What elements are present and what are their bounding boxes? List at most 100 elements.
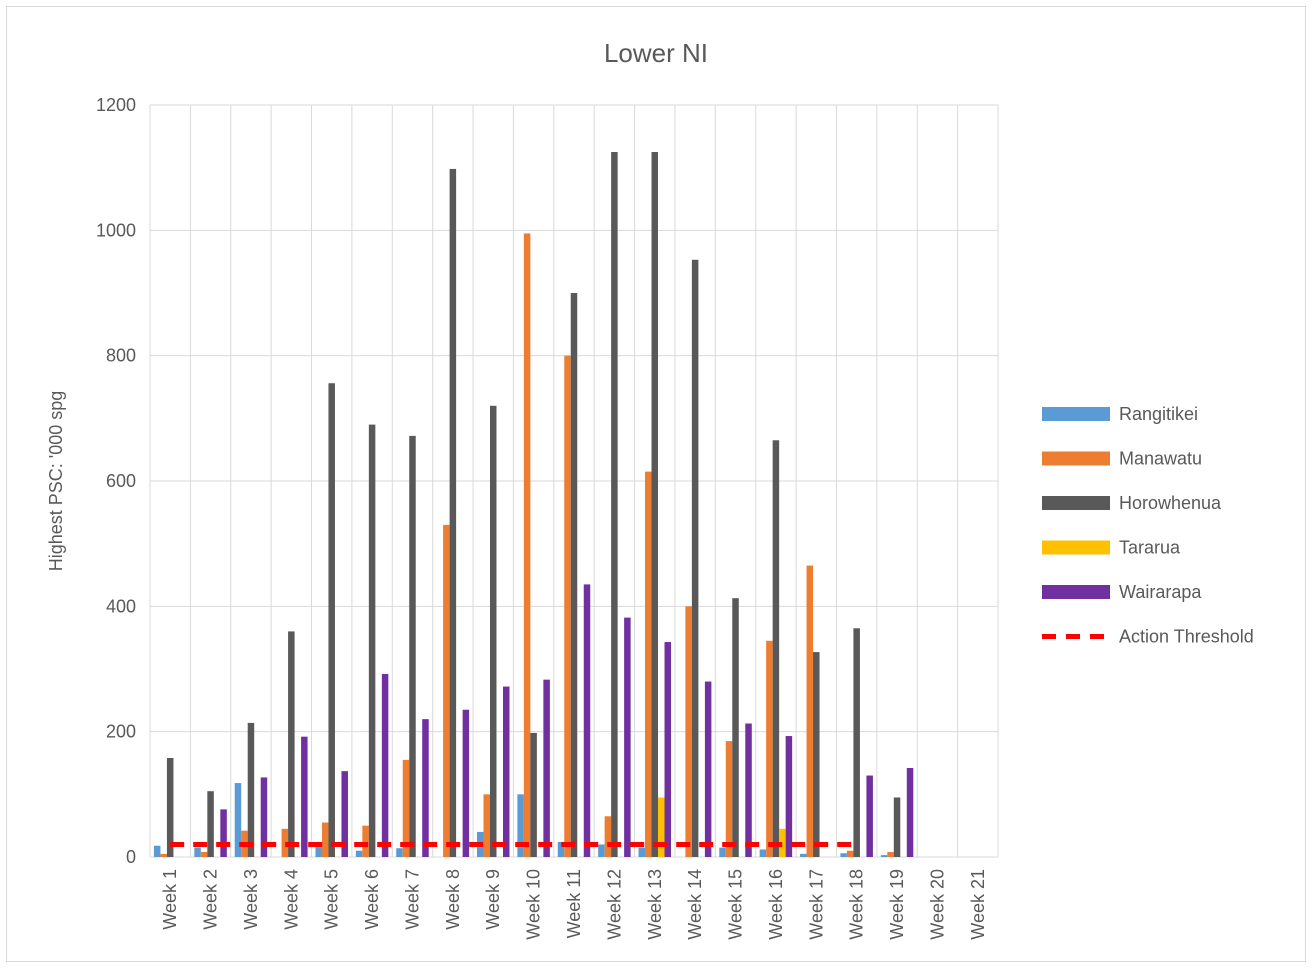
legend-label: Rangitikei (1119, 404, 1198, 424)
bar (402, 759, 410, 857)
bar (543, 679, 550, 857)
bar (288, 631, 295, 857)
bar (664, 642, 672, 857)
y-axis-label: Highest PSC: '000 spg (46, 391, 66, 572)
bar (583, 584, 591, 857)
bar (806, 565, 814, 857)
bar (887, 851, 894, 857)
bar (315, 845, 322, 857)
bar (745, 723, 752, 857)
x-tick-label: Week 3 (241, 869, 261, 930)
bar (260, 777, 268, 857)
y-tick-label: 200 (106, 722, 136, 742)
bar (530, 732, 537, 857)
bar (281, 828, 289, 857)
bar (880, 855, 888, 857)
x-tick-label: Week 9 (483, 869, 503, 930)
x-tick-label: Week 8 (443, 869, 463, 930)
bar (785, 736, 793, 857)
x-tick-label: Week 4 (281, 869, 301, 930)
x-tick-label: Week 14 (685, 869, 705, 940)
bar (604, 816, 612, 857)
bar (247, 722, 255, 857)
x-tick-label: Week 12 (604, 869, 624, 940)
bar (341, 771, 348, 857)
bar (153, 845, 161, 857)
bar (732, 598, 739, 857)
x-tick-label: Week 7 (402, 869, 422, 930)
bar (651, 152, 659, 857)
bar (328, 383, 335, 857)
bar (779, 828, 786, 857)
legend-label: Tararua (1119, 538, 1181, 558)
bar (846, 850, 854, 857)
bar (624, 617, 631, 857)
bar (611, 152, 618, 857)
bar (564, 355, 571, 857)
bar (800, 853, 807, 857)
bar (517, 794, 524, 857)
bar (645, 471, 652, 857)
x-tick-label: Week 18 (847, 869, 867, 940)
y-tick-label: 600 (106, 471, 136, 491)
bar (840, 853, 847, 857)
bar (704, 681, 712, 857)
x-tick-label: Week 13 (645, 869, 665, 940)
bar (362, 825, 369, 857)
bar (853, 628, 860, 857)
legend-label: Horowhenua (1119, 493, 1222, 513)
bar (200, 851, 208, 857)
bar (557, 841, 565, 857)
bar (658, 797, 665, 857)
bar (422, 719, 429, 857)
legend-swatch (1042, 407, 1110, 421)
x-tick-label: Week 20 (927, 869, 947, 940)
bar (759, 849, 767, 857)
y-tick-label: 1000 (96, 220, 136, 240)
legend-label: Action Threshold (1119, 627, 1254, 647)
bar (638, 847, 646, 857)
x-tick-label: Week 21 (968, 869, 988, 940)
bar (355, 850, 363, 857)
bar (301, 736, 308, 857)
bar (725, 741, 733, 857)
bar (220, 809, 227, 857)
chart-title: Lower NI (604, 38, 708, 68)
bar (598, 844, 605, 857)
legend-swatch (1042, 496, 1110, 510)
bar (906, 768, 914, 857)
bar (443, 524, 450, 857)
legend-swatch (1042, 585, 1110, 599)
x-tick-label: Week 10 (524, 869, 544, 940)
legend: Rangitikei Manawatu Horowhenua Tararua Waira… (1042, 404, 1254, 647)
y-tick-label: 400 (106, 596, 136, 616)
x-tick-label: Week 6 (362, 869, 382, 930)
bar (368, 424, 376, 857)
bar (489, 405, 497, 857)
bar (813, 652, 820, 857)
bar (766, 640, 773, 857)
bar (409, 435, 416, 857)
legend-label: Wairarapa (1119, 582, 1202, 602)
bar (234, 783, 242, 857)
bar (381, 674, 389, 857)
y-tick-label: 800 (106, 346, 136, 366)
bar (483, 794, 490, 857)
x-tick-label: Week 5 (322, 869, 342, 930)
bar (685, 606, 692, 857)
bar (691, 259, 699, 858)
y-tick-label: 1200 (96, 95, 136, 115)
bar (523, 233, 531, 857)
bars (153, 152, 914, 858)
x-tick-label: Week 15 (726, 869, 746, 940)
bar (321, 822, 329, 857)
legend-swatch (1042, 540, 1110, 555)
bar (502, 686, 510, 857)
bar (166, 757, 174, 857)
bar (207, 791, 214, 857)
x-tick-label: Week 11 (564, 869, 584, 938)
bar (160, 853, 167, 857)
bar (866, 775, 873, 857)
bar (772, 440, 780, 857)
